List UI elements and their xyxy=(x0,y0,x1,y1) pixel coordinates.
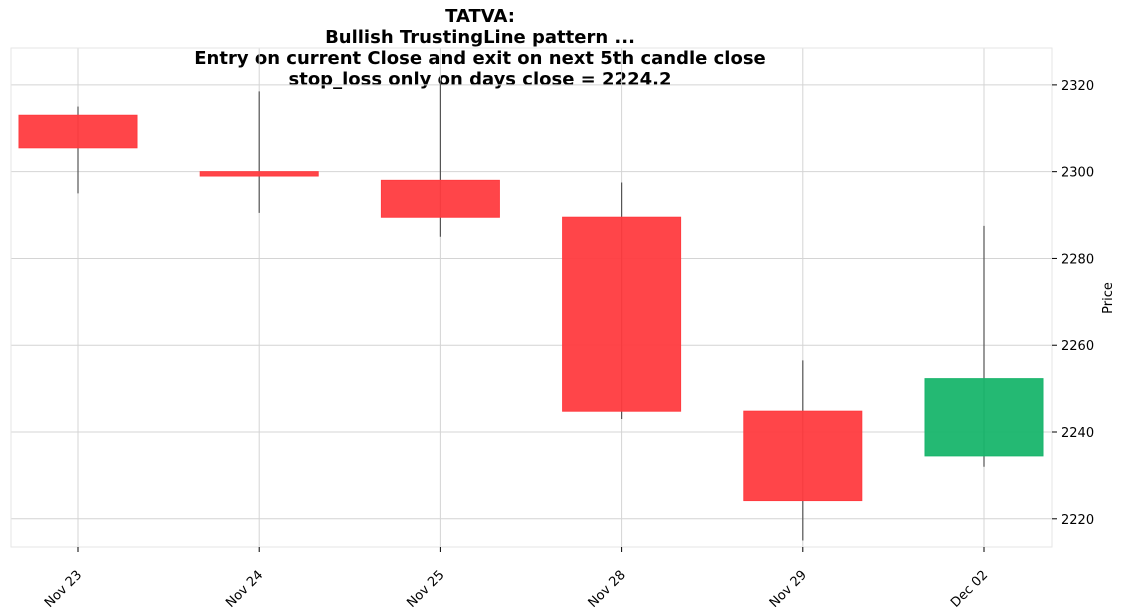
axes-layer: 2220 2240 2260 2280 2300 2320 Nov 23 Nov 24 Nov … xyxy=(10,47,1094,610)
y-axis-label: Price xyxy=(1101,282,1116,314)
y-tick-label: 2220 xyxy=(1061,513,1094,528)
x-tick-label: Nov 29 xyxy=(767,568,810,610)
title-line-3: Entry on current Close and exit on next … xyxy=(194,48,766,69)
x-tick-label: Dec 02 xyxy=(948,568,991,610)
candle xyxy=(924,225,1044,467)
grid-layer xyxy=(11,48,1052,547)
title-line-2: Bullish TrustingLine pattern ... xyxy=(325,27,635,48)
y-tick-label: 2240 xyxy=(1061,426,1094,441)
y-tick-label: 2280 xyxy=(1061,252,1094,267)
candles-layer xyxy=(18,80,1044,541)
x-tick-label: Nov 24 xyxy=(223,568,266,610)
y-tick-label: 2320 xyxy=(1061,79,1094,94)
title-line-1: TATVA: xyxy=(445,6,515,27)
x-tick-label: Nov 23 xyxy=(42,568,85,610)
candle xyxy=(562,182,682,419)
x-tick-label: Nov 28 xyxy=(586,568,629,610)
plot-frame xyxy=(10,47,1053,548)
candle-body xyxy=(743,410,863,502)
candle xyxy=(743,360,863,541)
candle xyxy=(380,80,500,237)
candle-body xyxy=(199,171,319,177)
y-tick-label: 2260 xyxy=(1061,339,1094,354)
x-tick-label: Nov 25 xyxy=(404,568,447,610)
candle-body xyxy=(562,216,682,412)
candle-body xyxy=(924,378,1044,457)
candle-body xyxy=(380,179,500,218)
candle-body xyxy=(18,114,138,149)
candle xyxy=(199,91,319,213)
candle xyxy=(18,106,138,194)
y-tick-label: 2300 xyxy=(1061,166,1094,181)
